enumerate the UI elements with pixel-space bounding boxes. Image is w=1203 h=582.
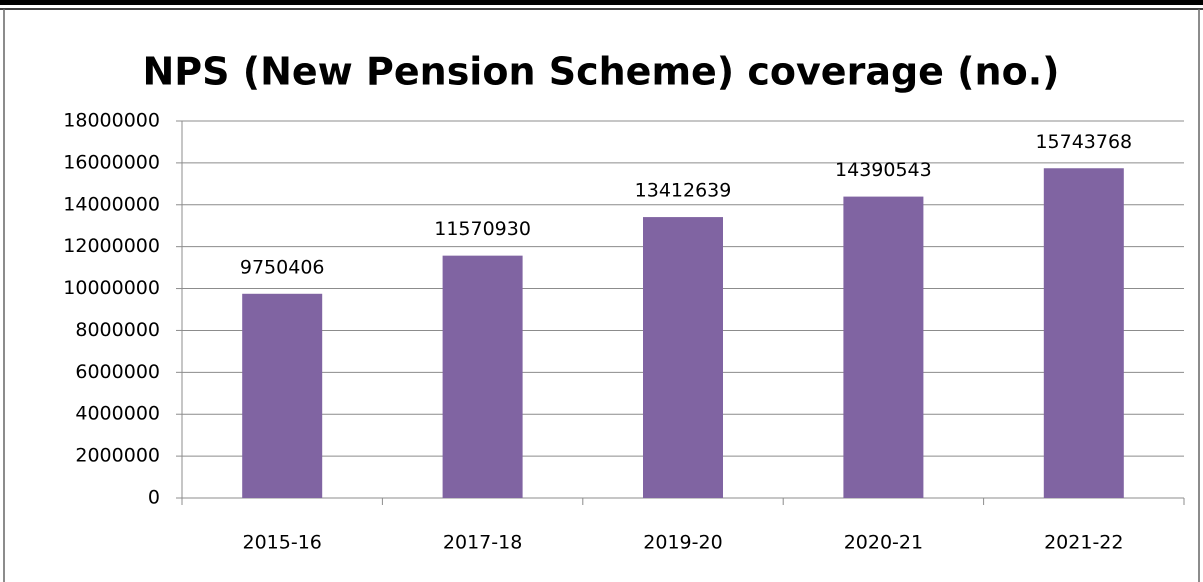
y-tick-label: 6000000	[75, 361, 160, 383]
bar	[242, 293, 323, 498]
x-tick-label: 2021-22	[1044, 532, 1123, 554]
data-label: 11570930	[434, 218, 531, 240]
x-tick-label: 2015-16	[243, 532, 322, 554]
x-tick-label: 2017-18	[443, 532, 522, 554]
y-tick-label: 16000000	[63, 151, 160, 173]
bar	[442, 255, 523, 498]
x-tick-label: 2020-21	[844, 532, 923, 554]
bar	[1043, 168, 1124, 498]
y-tick-label: 0	[148, 487, 160, 509]
y-tick-label: 10000000	[63, 277, 160, 299]
bar	[843, 196, 924, 498]
y-tick-label: 2000000	[75, 445, 160, 467]
y-tick-label: 14000000	[63, 193, 160, 215]
data-label: 15743768	[1035, 131, 1132, 153]
y-tick-label: 8000000	[75, 319, 160, 341]
data-label: 14390543	[835, 159, 932, 181]
top-border	[0, 0, 1203, 5]
y-tick-label: 12000000	[63, 235, 160, 257]
data-label: 9750406	[240, 256, 325, 278]
bar	[643, 217, 723, 499]
y-tick-label: 18000000	[63, 110, 160, 132]
chart-title: NPS (New Pension Scheme) coverage (no.)	[142, 50, 1059, 94]
y-tick-label: 4000000	[75, 403, 160, 425]
data-label: 13412639	[635, 180, 732, 202]
x-tick-label: 2019-20	[643, 532, 722, 554]
